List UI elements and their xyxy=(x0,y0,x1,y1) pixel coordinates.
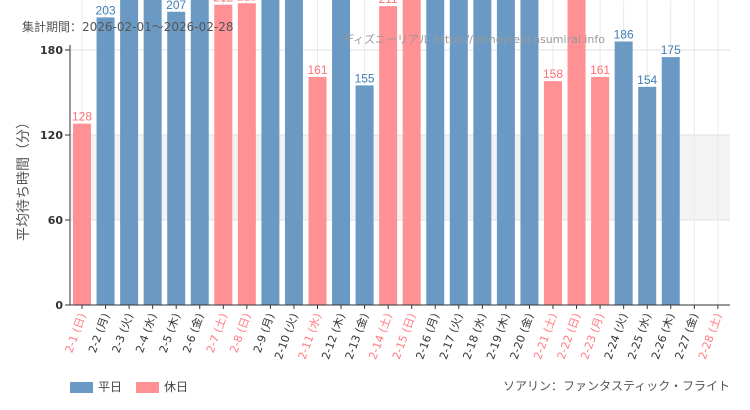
y-tick-label: 60 xyxy=(48,214,64,227)
bar[interactable] xyxy=(143,0,162,305)
bar[interactable] xyxy=(355,85,374,306)
x-tick-label: 2-1 (日) xyxy=(63,312,89,355)
legend: 平日 休日 xyxy=(70,378,188,395)
bar[interactable] xyxy=(261,0,280,305)
y-tick-label: 180 xyxy=(40,44,63,57)
bar[interactable] xyxy=(496,0,515,305)
bar[interactable] xyxy=(426,0,445,305)
bar[interactable] xyxy=(567,0,586,305)
bar[interactable] xyxy=(73,123,91,306)
legend-weekday[interactable]: 平日 xyxy=(70,378,122,395)
bar[interactable] xyxy=(402,0,421,305)
bar[interactable] xyxy=(544,81,562,306)
legend-weekday-label: 平日 xyxy=(98,380,123,394)
data-label: 158 xyxy=(543,67,563,81)
period-label: 集計期間：2026-02-01～2026-02-28 xyxy=(22,19,233,34)
data-label: 175 xyxy=(661,43,681,57)
bar[interactable] xyxy=(591,76,610,306)
data-label: 186 xyxy=(614,28,634,42)
data-label: 161 xyxy=(590,63,610,77)
bar[interactable] xyxy=(120,0,139,305)
x-tick-label: 2-3 (火) xyxy=(110,312,136,355)
y-axis-label: 平均待ち時間（分） xyxy=(16,115,32,241)
bar[interactable] xyxy=(661,57,680,306)
data-label: 207 xyxy=(166,0,186,12)
data-label: 213 xyxy=(237,0,257,3)
data-label: 212 xyxy=(213,0,233,5)
data-label: 203 xyxy=(96,3,116,17)
x-tick-label: 2-6 (金) xyxy=(179,311,206,354)
x-tick-label: 2-2 (月) xyxy=(86,312,112,355)
bar[interactable] xyxy=(638,86,657,305)
x-tick-label: 2-28 (土) xyxy=(696,312,725,362)
bar[interactable] xyxy=(332,0,351,305)
y-tick-label: 120 xyxy=(40,129,63,142)
x-tick-label: 2-5 (木) xyxy=(157,312,183,355)
x-tick-label: 2-7 (土) xyxy=(204,312,230,355)
bar[interactable] xyxy=(284,0,303,305)
legend-holiday[interactable]: 休日 xyxy=(136,378,188,395)
watermark: ディズニーリアル https://disneyreal.asumirai.inf… xyxy=(343,32,605,46)
bar[interactable] xyxy=(614,41,633,306)
y-tick-label: 0 xyxy=(55,299,63,312)
legend-holiday-label: 休日 xyxy=(164,380,189,394)
data-label: 128 xyxy=(72,110,92,124)
bar[interactable] xyxy=(520,0,539,305)
bar[interactable] xyxy=(237,3,256,305)
bar[interactable] xyxy=(167,11,186,305)
x-tick-label: 2-9 (月) xyxy=(251,312,277,355)
bar[interactable] xyxy=(473,0,492,305)
legend-holiday-swatch xyxy=(136,382,160,393)
attraction-name: ソアリン：ファンタスティック・フライト xyxy=(502,379,730,393)
bar[interactable] xyxy=(190,0,209,305)
data-label: 155 xyxy=(355,71,375,85)
x-tick-label: 2-8 (日) xyxy=(227,312,253,355)
bar[interactable] xyxy=(379,6,398,305)
x-tick-label: 2-4 (水) xyxy=(133,312,159,355)
bar[interactable] xyxy=(308,76,327,306)
data-label: 211 xyxy=(379,0,398,6)
legend-weekday-swatch xyxy=(70,382,93,393)
bar[interactable] xyxy=(449,0,468,305)
data-label: 161 xyxy=(307,63,327,77)
data-label: 154 xyxy=(637,73,657,87)
bar[interactable] xyxy=(214,4,233,306)
bar[interactable] xyxy=(96,17,115,306)
